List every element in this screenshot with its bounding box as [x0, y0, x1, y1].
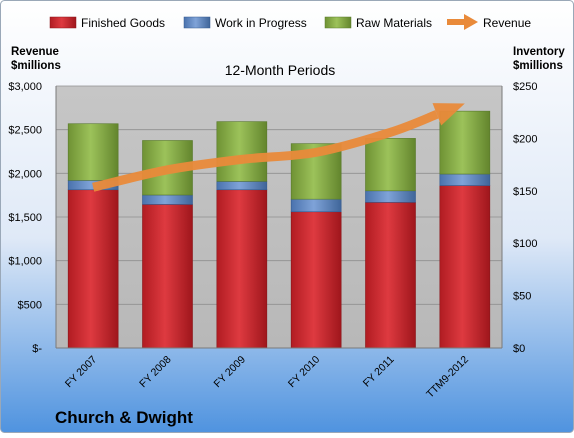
bar-finished-goods [290, 211, 342, 349]
left-tick-label: $500 [18, 299, 42, 311]
gridlines [56, 85, 502, 305]
bar-raw-materials [67, 123, 119, 181]
bar-raw-materials [216, 121, 268, 182]
bar-work-in-progress [290, 198, 342, 213]
bar-work-in-progress [142, 194, 193, 205]
legend-label-revenue: Revenue [483, 16, 531, 30]
bar-work-in-progress [439, 173, 491, 186]
legend-swatch-finished-goods [49, 16, 77, 29]
bar-finished-goods [439, 185, 491, 349]
right-tick-label: $250 [513, 81, 537, 93]
left-tick-label: $- [32, 343, 42, 355]
company-name: Church & Dwight [55, 408, 193, 427]
bar-finished-goods [365, 202, 416, 349]
right-tick-label: $150 [513, 186, 537, 198]
legend-label-finished-goods: Finished Goods [81, 16, 165, 30]
bar-finished-goods [142, 204, 193, 349]
left-tick-label: $3,000 [8, 81, 42, 93]
bar-work-in-progress [365, 190, 416, 203]
left-axis-label-line2: $millions [11, 60, 61, 72]
bar-raw-materials [439, 110, 491, 175]
legend-swatch-work-in-progress [183, 16, 211, 29]
right-axis-label-line1: Inventory [513, 46, 565, 58]
right-axis-label-line2: $millions [513, 60, 563, 72]
left-tick-label: $2,000 [8, 168, 42, 180]
revenue-line [92, 110, 439, 192]
legend-swatch-raw-materials [324, 16, 352, 29]
right-tick-label: $0 [513, 343, 525, 355]
legend: Finished Goods Work in Progress Raw Mate… [49, 14, 531, 30]
right-tick-label: $200 [513, 133, 537, 145]
chart-title: 12-Month Periods [225, 62, 336, 78]
legend-label-work-in-progress: Work in Progress [215, 16, 307, 30]
bar-raw-materials [365, 138, 416, 192]
right-tick-label: $50 [513, 291, 531, 303]
right-tick-label: $100 [513, 238, 537, 250]
legend-label-raw-materials: Raw Materials [356, 16, 432, 30]
left-axis-label-line1: Revenue [11, 46, 59, 58]
left-tick-label: $2,500 [8, 125, 42, 137]
revenue-line-group [92, 103, 465, 192]
legend-swatch-revenue-arrowhead [464, 14, 478, 30]
left-tick-label: $1,500 [8, 212, 42, 224]
bar-work-in-progress [216, 181, 268, 191]
bar-finished-goods [216, 189, 268, 349]
left-tick-label: $1,000 [8, 256, 42, 268]
revenue-arrowhead [432, 103, 465, 126]
bar-finished-goods [67, 189, 119, 349]
